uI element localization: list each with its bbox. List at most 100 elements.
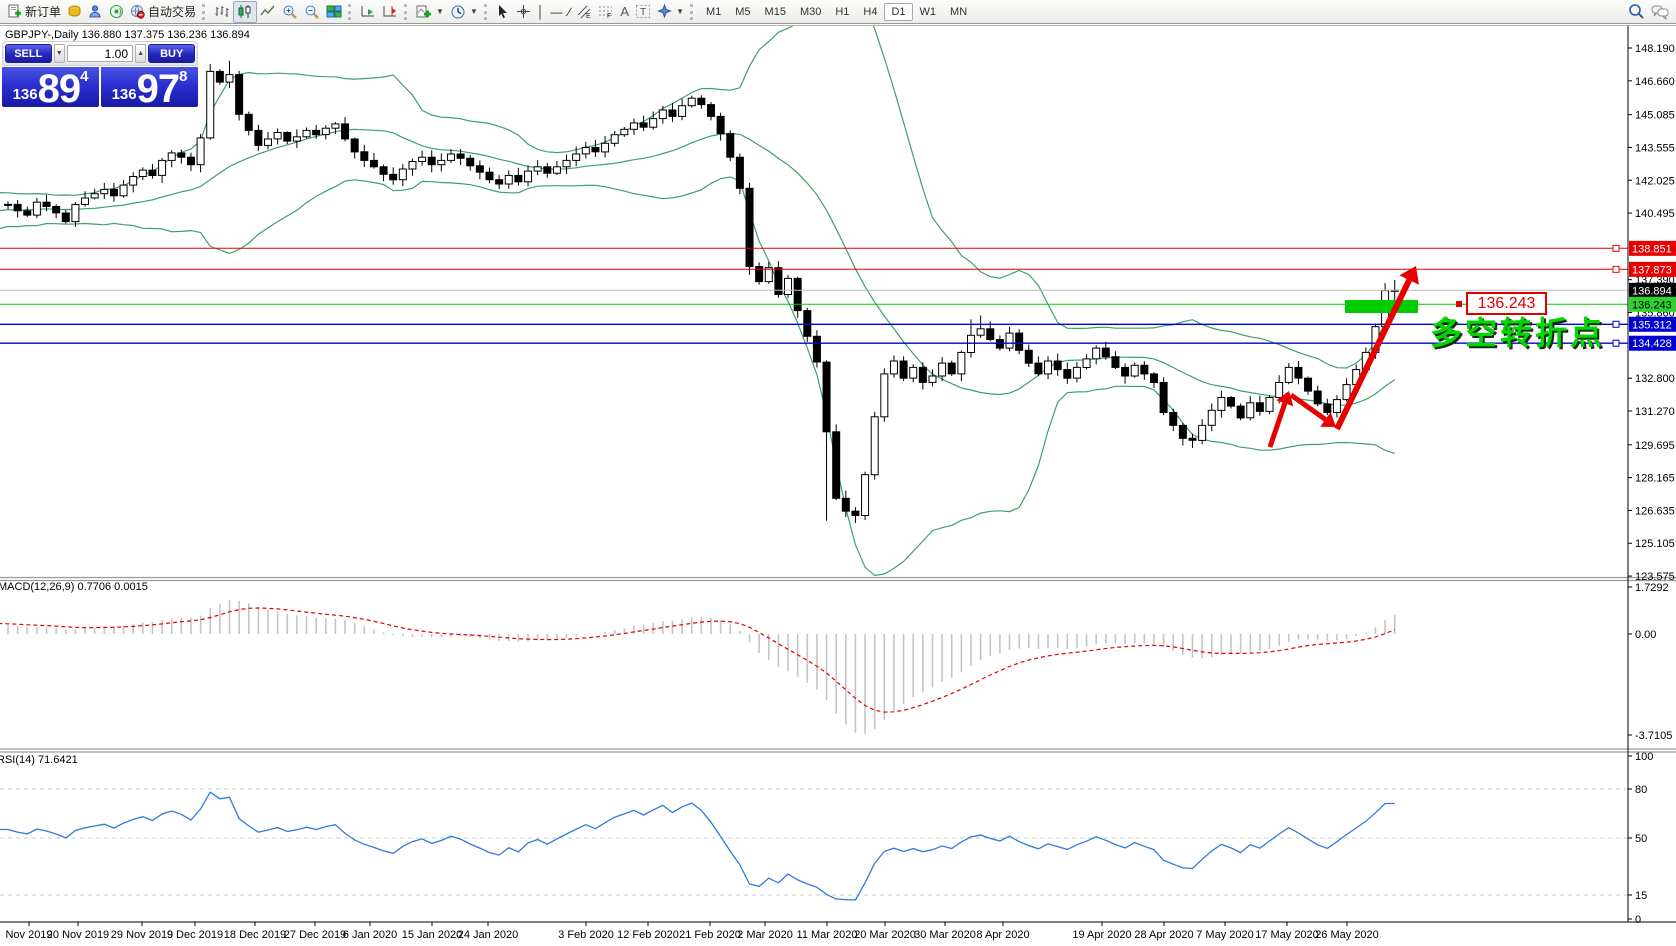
date-tick-label: 29 Nov 2019 <box>111 929 173 941</box>
toolbar-grip <box>404 3 410 20</box>
price-tag-134.428 <box>1629 335 1676 351</box>
price-tick-label: 143.555 <box>1635 142 1675 154</box>
date-tick-label: 15 Jan 2020 <box>402 929 463 941</box>
timeframe-button-D1[interactable]: D1 <box>884 2 913 21</box>
annotation-arrow[interactable] <box>1267 402 1288 448</box>
add-indicator-button[interactable]: ▼ <box>413 2 447 22</box>
candle-body <box>1304 377 1313 392</box>
signals-icon[interactable] <box>106 2 127 22</box>
candle-body <box>1149 373 1158 383</box>
svg-text:T: T <box>640 7 646 18</box>
timeframe-button-M15[interactable]: M15 <box>764 5 786 18</box>
community-icon[interactable] <box>85 2 106 22</box>
timeframe-button-M5[interactable]: M5 <box>735 5 751 18</box>
sell-button[interactable]: SELL <box>5 44 52 63</box>
arrows-tool-button[interactable]: ▼ <box>654 2 687 22</box>
vertical-line-tool-icon[interactable]: │ <box>536 4 545 19</box>
price-tick-label: 125.105 <box>1635 538 1675 550</box>
candle-body <box>812 335 821 363</box>
date-tick-label: Nov 2019 <box>5 929 52 941</box>
timeframe-button-H1[interactable]: H1 <box>835 5 850 18</box>
candle-body <box>283 132 292 142</box>
sell-price-sup: 4 <box>80 68 89 85</box>
channel-tool-icon[interactable]: E <box>573 2 595 22</box>
volume-increase-button[interactable]: ▲ <box>135 44 147 63</box>
buy-button[interactable]: BUY <box>148 44 195 63</box>
cursor-tool-icon[interactable] <box>493 2 513 22</box>
periods-button[interactable]: ▼ <box>447 2 481 22</box>
candle-body <box>1044 360 1053 375</box>
price-tag-135.312 <box>1629 316 1676 332</box>
text-tool-icon[interactable]: A <box>620 3 630 19</box>
price-tick-label: 131.270 <box>1635 406 1675 418</box>
candle-body <box>716 115 725 135</box>
chart-shift-icon[interactable] <box>379 2 401 22</box>
candle-body <box>119 184 128 197</box>
candlestick-chart-icon[interactable] <box>233 0 258 23</box>
candle-body <box>947 362 956 375</box>
timeframe-button-W1[interactable]: W1 <box>919 5 937 18</box>
line-chart-icon[interactable] <box>257 2 279 22</box>
annotation-arrow[interactable] <box>1334 278 1412 431</box>
fibonacci-tool-icon[interactable]: F <box>595 2 617 22</box>
candle-body <box>90 193 99 199</box>
price-tag-label: 135.312 <box>1632 319 1672 331</box>
candle-body <box>1342 384 1351 401</box>
timeframe-button-H4[interactable]: H4 <box>863 5 878 18</box>
candle-body <box>861 474 870 517</box>
date-tick-label: 6 Jan 2020 <box>343 929 397 941</box>
annotation-arrowhead <box>1320 412 1336 427</box>
candle-body <box>976 328 985 336</box>
annotation-arrow[interactable] <box>1289 392 1327 422</box>
candle-body <box>504 174 513 185</box>
zoom-out-icon[interactable] <box>301 2 323 22</box>
candle-body <box>475 165 484 173</box>
crosshair-tool-icon[interactable] <box>513 2 534 22</box>
candle-body <box>1332 399 1341 414</box>
candle-body <box>292 136 301 142</box>
macd-label: MACD(12,26,9) 0.7706 0.0015 <box>0 581 148 593</box>
date-tick-label: 27 Dec 2019 <box>284 929 346 941</box>
candle-body <box>668 109 677 117</box>
text-label-tool-icon[interactable]: T <box>632 2 654 22</box>
sell-price-display[interactable]: 136 89 4 <box>2 67 99 109</box>
buy-price-display[interactable]: 136 97 8 <box>101 67 198 111</box>
candle-body <box>1227 397 1236 407</box>
timeframe-button-MN[interactable]: MN <box>950 5 968 18</box>
rsi-label: RSI(14) 71.6421 <box>0 754 78 766</box>
chat-icon[interactable] <box>1648 2 1672 22</box>
search-icon[interactable] <box>1625 2 1648 22</box>
sell-price-prefix: 136 <box>12 86 38 103</box>
tile-windows-icon[interactable] <box>323 2 345 22</box>
buy-price-big: 97 <box>136 67 180 111</box>
candle-body <box>71 203 80 223</box>
candle-body <box>109 188 118 197</box>
new-order-button[interactable]: 新订单 <box>4 2 64 22</box>
price-tag-label: 134.428 <box>1632 338 1672 350</box>
volume-input[interactable] <box>67 45 133 62</box>
toolbar-grip <box>202 3 208 20</box>
candle-body <box>13 203 22 212</box>
candle-body <box>658 109 667 120</box>
zoom-in-icon[interactable] <box>279 2 301 22</box>
candle-body <box>552 166 561 174</box>
new-order-label: 新订单 <box>25 5 62 19</box>
price-annotation-box[interactable]: 136.243 <box>1466 292 1547 315</box>
autotrading-button[interactable]: 自动交易 <box>127 2 199 22</box>
trendline-tool-icon[interactable]: ∕ <box>568 4 571 19</box>
volume-decrease-button[interactable]: ▼ <box>53 44 65 63</box>
candle-body <box>23 210 32 216</box>
bar-chart-icon[interactable] <box>211 2 233 22</box>
timeframe-button-M1[interactable]: M1 <box>705 5 722 18</box>
auto-scroll-icon[interactable] <box>357 2 379 22</box>
candle-body <box>1092 347 1101 360</box>
editor-icon[interactable] <box>64 2 85 22</box>
horizontal-line-tool-icon[interactable]: — <box>550 4 563 19</box>
timeframe-button-M30[interactable]: M30 <box>799 5 822 18</box>
candle-body <box>918 366 927 383</box>
turning-point-annotation[interactable]: 多空转折点 <box>1430 314 1606 352</box>
candle-body <box>206 70 215 139</box>
candle-body <box>158 159 167 176</box>
candle-body <box>1275 382 1284 398</box>
